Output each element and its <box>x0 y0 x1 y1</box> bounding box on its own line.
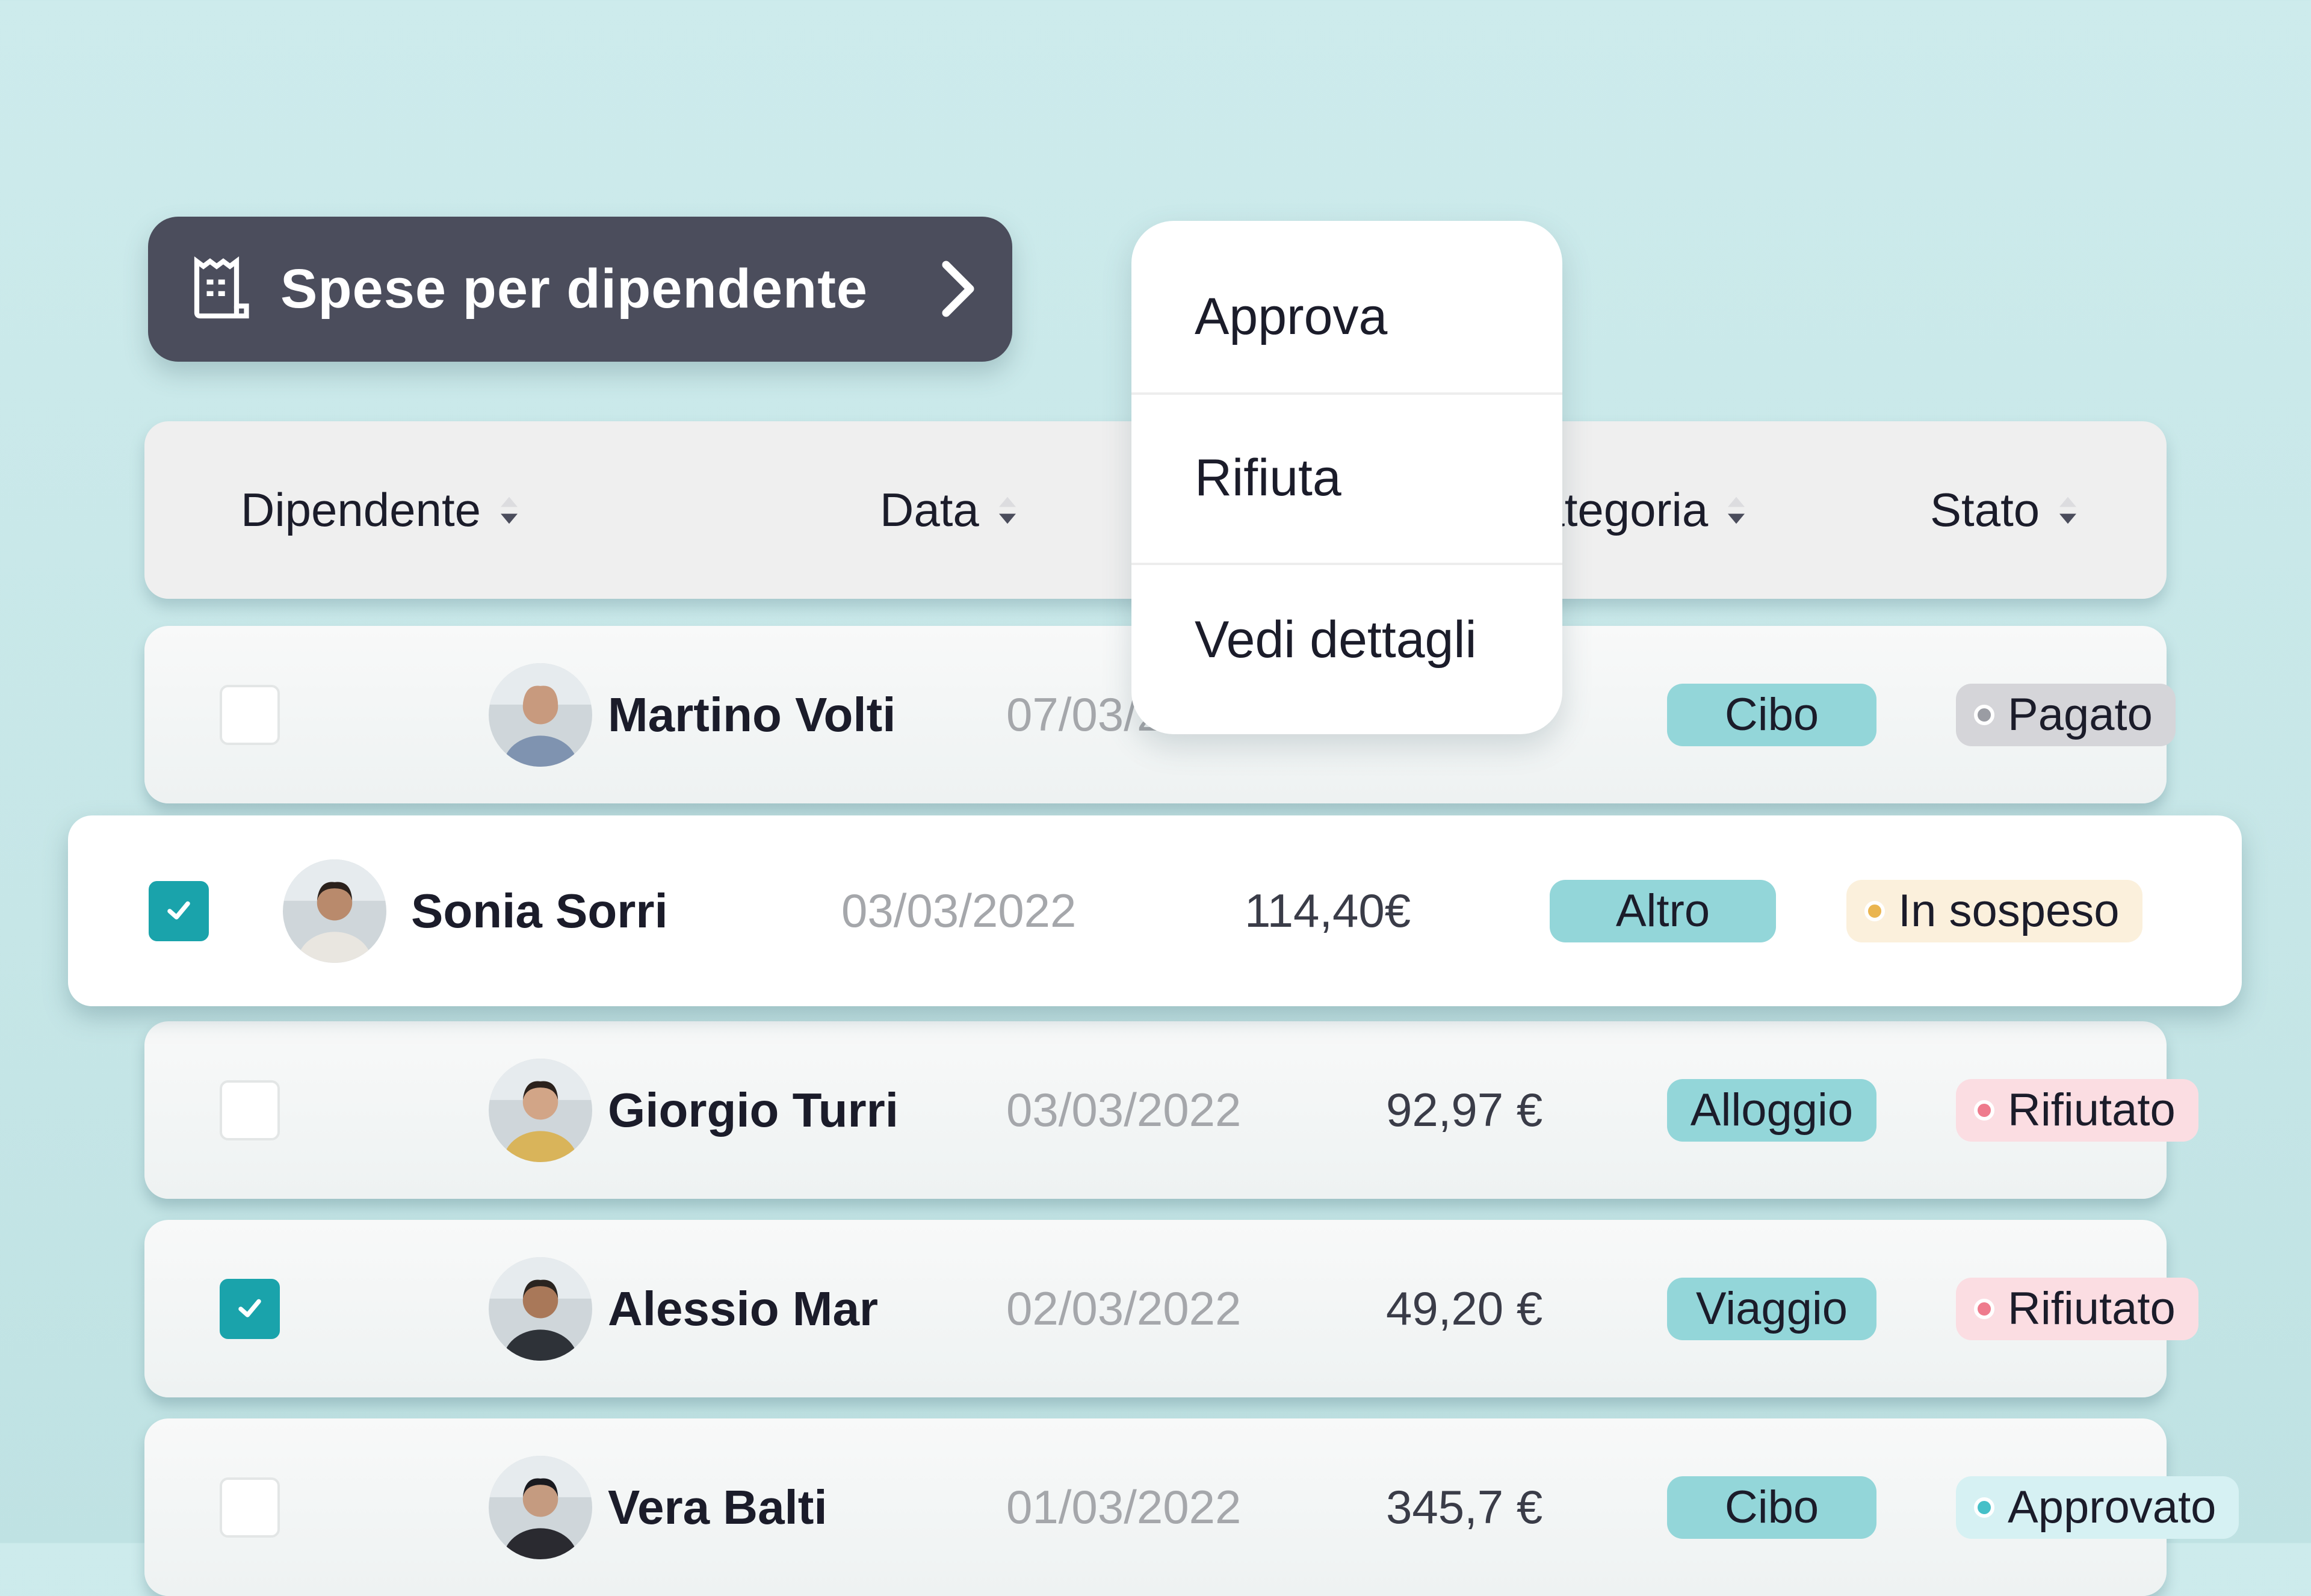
expense-amount: 345,7 € <box>1386 1480 1543 1533</box>
table-row[interactable]: Alessio Mar 02/03/2022 49,20 € Viaggio R… <box>144 1220 2198 1397</box>
row-checkbox[interactable] <box>149 880 209 941</box>
menu-item-rifiuta[interactable]: Rifiuta <box>1195 449 1341 507</box>
category-badge: Cibo <box>1667 683 1876 746</box>
checkmark-icon <box>238 1299 261 1317</box>
status-label: In sospeso <box>1898 885 2120 936</box>
status-badge: Approvato <box>1956 1476 2239 1539</box>
status-dot-icon <box>1864 900 1885 921</box>
column-header-data[interactable]: Data <box>880 421 1018 599</box>
status-badge: In sospeso <box>1846 879 2142 942</box>
avatar <box>489 663 592 767</box>
receipt-icon <box>194 256 249 318</box>
table-row[interactable]: Giorgio Turri 03/03/2022 92,97 € Alloggi… <box>144 1021 2198 1199</box>
row-checkbox[interactable] <box>220 684 280 745</box>
context-menu: Approva Rifiuta Vedi dettagli <box>1131 221 1562 734</box>
table-row[interactable]: Vera Balti 01/03/2022 345,7 € Cibo Appro… <box>144 1418 2239 1596</box>
employee-name: Giorgio Turri <box>608 1083 899 1137</box>
column-label: Stato <box>1930 483 2040 536</box>
column-header-stato[interactable]: Stato <box>1930 421 2078 599</box>
category-badge: Viaggio <box>1667 1277 1876 1340</box>
column-label: Data <box>880 483 979 536</box>
status-label: Rifiutato <box>2008 1084 2176 1136</box>
avatar <box>489 1257 592 1361</box>
expense-date: 02/03/2022 <box>1006 1282 1242 1335</box>
category-label: Altro <box>1615 885 1710 936</box>
expense-amount: 92,97 € <box>1386 1083 1543 1136</box>
category-badge: Alloggio <box>1667 1078 1876 1142</box>
employee-name: Martino Volti <box>608 687 896 741</box>
employee-name: Sonia Sorri <box>411 883 668 938</box>
status-dot-icon <box>1974 1100 1994 1121</box>
status-label: Rifiutato <box>2008 1283 2176 1334</box>
category-badge: Cibo <box>1667 1476 1876 1539</box>
expense-date: 01/03/2022 <box>1006 1480 1242 1533</box>
employee-name: Alessio Mar <box>608 1281 879 1335</box>
expense-date: 03/03/2022 <box>1006 1083 1242 1136</box>
row-checkbox[interactable] <box>220 1477 280 1538</box>
status-badge: Rifiutato <box>1956 1277 2198 1340</box>
employee-name: Vera Balti <box>608 1480 828 1534</box>
sort-icon <box>1728 496 1745 524</box>
expense-date: 03/03/2022 <box>841 884 1077 937</box>
menu-divider <box>1131 563 1562 565</box>
category-label: Cibo <box>1724 1482 1819 1533</box>
menu-item-approva[interactable]: Approva <box>1195 288 1388 345</box>
table-row[interactable]: Sonia Sorri 03/03/2022 114,40€ Altro In … <box>68 815 2242 1006</box>
avatar <box>489 1455 592 1559</box>
status-label: Pagato <box>2008 689 2153 740</box>
button-label: Spese per dipendente <box>280 258 868 320</box>
menu-item-vedi-dettagli[interactable]: Vedi dettagli <box>1195 611 1477 669</box>
column-label: Dipendente <box>241 483 481 536</box>
avatar <box>283 859 386 963</box>
avatar <box>489 1058 592 1162</box>
status-dot-icon <box>1974 704 1994 725</box>
status-badge: Rifiutato <box>1956 1078 2198 1142</box>
category-label: Alloggio <box>1690 1084 1854 1136</box>
menu-divider <box>1131 392 1562 395</box>
expense-amount: 49,20 € <box>1386 1282 1543 1335</box>
sort-icon <box>998 496 1016 524</box>
category-label: Cibo <box>1724 689 1819 740</box>
row-checkbox[interactable] <box>220 1080 280 1140</box>
expense-amount: 114,40€ <box>1245 884 1411 937</box>
sort-icon <box>2059 496 2077 524</box>
status-badge: Pagato <box>1956 683 2176 746</box>
category-label: Viaggio <box>1695 1283 1848 1334</box>
row-checkbox[interactable] <box>220 1278 280 1339</box>
checkmark-icon <box>167 901 190 920</box>
status-dot-icon <box>1974 1497 1994 1518</box>
status-label: Approvato <box>2008 1482 2217 1533</box>
sort-icon <box>501 496 518 524</box>
category-badge: Altro <box>1550 879 1776 942</box>
chevron-right-icon <box>942 261 974 317</box>
expenses-by-employee-button[interactable]: Spese per dipendente <box>148 217 1012 362</box>
column-header-dipendente[interactable]: Dipendente <box>241 421 519 599</box>
status-dot-icon <box>1974 1298 1994 1319</box>
